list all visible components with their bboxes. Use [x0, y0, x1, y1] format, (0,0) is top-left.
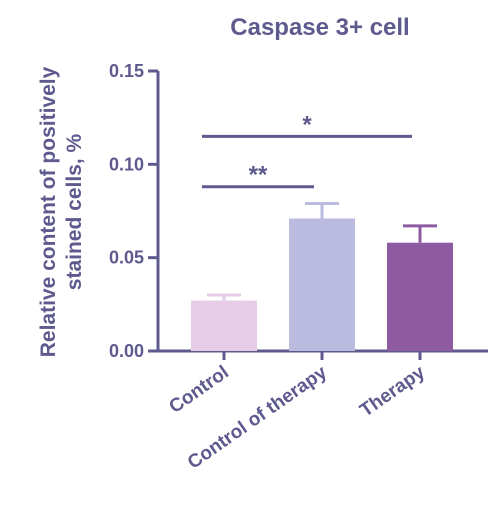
y-axis-label-line-1: Relative content of positively: [37, 66, 60, 357]
x-tick-label: Control: [165, 362, 232, 418]
bar: [289, 218, 355, 351]
y-axis-label-line-2: stained cells, %: [63, 133, 86, 290]
y-tick-label: 0.10: [109, 154, 144, 174]
bar: [387, 242, 453, 351]
y-tick-label: 0.05: [109, 248, 144, 268]
y-axis-label: Relative content of positively stained c…: [37, 66, 86, 357]
y-tick-label: 0.00: [109, 341, 144, 361]
bar: [191, 300, 257, 351]
significance-label: *: [302, 111, 312, 138]
significance-label: **: [249, 162, 268, 189]
y-tick-label: 0.15: [109, 61, 144, 81]
chart-title: Caspase 3+ cell: [230, 14, 409, 41]
x-tick-label: Therapy: [356, 362, 429, 422]
